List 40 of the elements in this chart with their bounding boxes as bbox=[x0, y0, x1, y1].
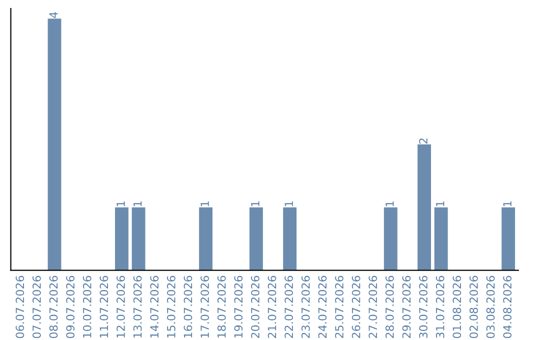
x-tick-label: 08.07.2026 bbox=[49, 276, 58, 338]
data-label: 1 bbox=[386, 201, 394, 206]
x-tick-label: 24.07.2026 bbox=[318, 276, 327, 338]
x-tick-label: 23.07.2026 bbox=[301, 276, 310, 338]
data-label: 1 bbox=[134, 201, 142, 206]
data-label: 4 bbox=[49, 12, 58, 18]
x-tick-label: 26.07.2026 bbox=[352, 276, 360, 338]
x-tick-label: 15.07.2026 bbox=[166, 276, 176, 338]
data-label: 1 bbox=[251, 201, 260, 206]
x-tick-label: 10.07.2026 bbox=[82, 276, 92, 338]
data-label: 1 bbox=[503, 201, 512, 206]
x-tick-label: 14.07.2026 bbox=[150, 276, 159, 338]
x-tick-label: 09.07.2026 bbox=[66, 276, 75, 338]
x-tick-label: 29.07.2026 bbox=[402, 276, 411, 338]
x-tick-label: 19.07.2026 bbox=[234, 276, 243, 338]
x-tick-label: 22.07.2026 bbox=[284, 276, 294, 338]
x-tick-label: 11.07.2026 bbox=[100, 276, 108, 338]
data-label: 2 bbox=[419, 138, 428, 144]
data-label: 1 bbox=[436, 201, 444, 206]
x-tick-label: 25.07.2026 bbox=[335, 276, 344, 338]
x-tick-label: 13.07.2026 bbox=[133, 276, 142, 338]
x-tick-label: 30.07.2026 bbox=[419, 276, 428, 338]
data-label: 1 bbox=[200, 201, 209, 206]
x-tick-label: 06.07.2026 bbox=[16, 276, 24, 338]
x-tick-label: 16.07.2026 bbox=[184, 276, 192, 338]
x-tick-label: 20.07.2026 bbox=[251, 276, 260, 338]
x-tick-label: 27.07.2026 bbox=[368, 276, 378, 338]
x-tick-label: 03.08.2026 bbox=[486, 276, 495, 338]
x-tick-label: 21.07.2026 bbox=[268, 276, 276, 338]
x-tick-label: 17.07.2026 bbox=[200, 276, 209, 338]
data-label: 1 bbox=[116, 201, 125, 206]
x-tick-label: 18.07.2026 bbox=[217, 276, 226, 338]
x-tick-label: 01.08.2026 bbox=[452, 276, 462, 338]
x-tick-label: 12.07.2026 bbox=[116, 276, 125, 338]
x-tick-label: 07.07.2026 bbox=[32, 276, 41, 338]
x-tick-label: 31.07.2026 bbox=[436, 276, 444, 338]
data-label: 1 bbox=[284, 201, 293, 206]
x-tick-label: 28.07.2026 bbox=[385, 276, 394, 338]
x-tick-label: 04.08.2026 bbox=[503, 276, 512, 338]
x-tick-label: 02.08.2026 bbox=[470, 276, 478, 338]
